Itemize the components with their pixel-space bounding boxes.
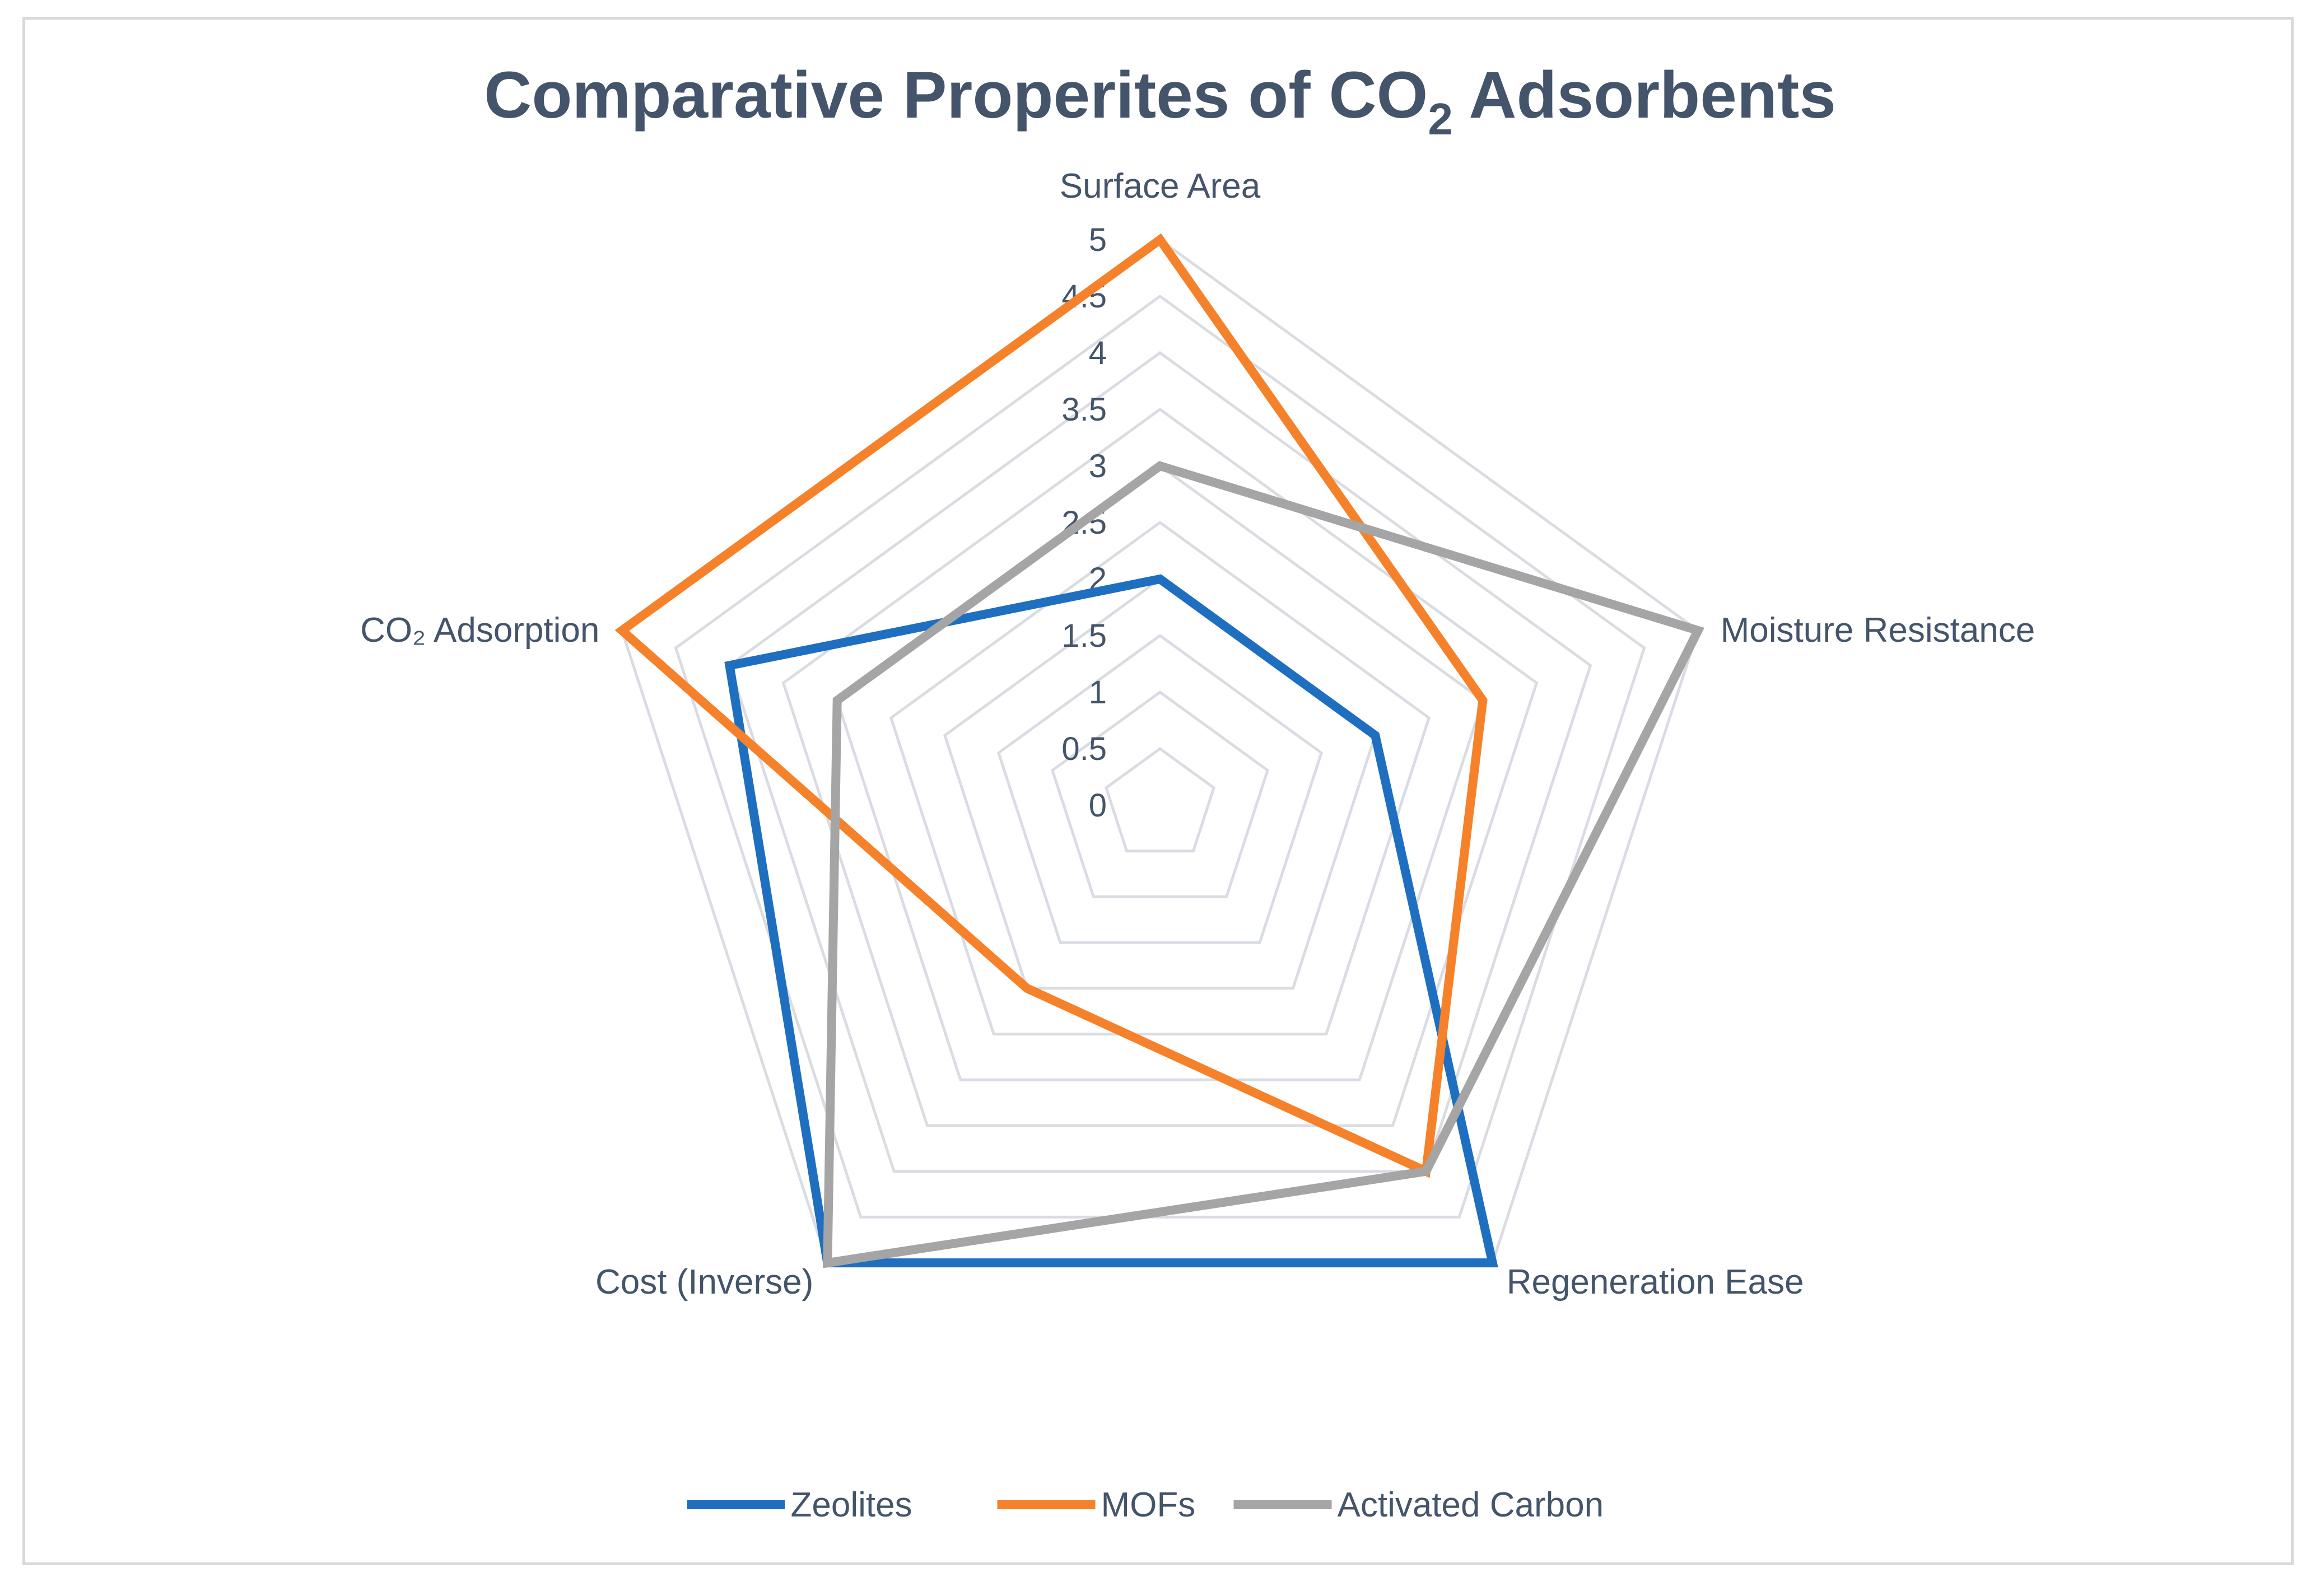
legend: Zeolites MOFs Activated Carbon — [687, 1486, 1604, 1524]
axis-label-0: Surface Area — [1060, 167, 1261, 206]
tick-label-1: 0.5 — [1061, 731, 1107, 767]
tick-label-0: 0 — [1089, 787, 1107, 824]
grid-ring-8 — [728, 351, 1592, 1173]
grid-ring-1 — [1104, 746, 1216, 853]
chart-title-suffix: Adsorbents — [1453, 58, 1836, 132]
tick-label-2: 1 — [1089, 674, 1107, 711]
tick-label-3: 1.5 — [1061, 618, 1107, 654]
tick-label-6: 3 — [1089, 448, 1107, 484]
series-activated-carbon — [823, 461, 1705, 1268]
axis-labels: Surface Area Moisture Resistance Regenerat… — [360, 167, 2035, 1301]
tick-label-7: 3.5 — [1061, 391, 1107, 428]
axis-label-3: Cost (Inverse) — [595, 1263, 813, 1301]
axis-label-2: Regeneration Ease — [1507, 1263, 1804, 1301]
series-layer — [614, 233, 1705, 1268]
grid-ring-3 — [996, 633, 1324, 944]
grid-ring-2 — [1050, 690, 1270, 898]
chart-frame — [22, 17, 2294, 1565]
tick-label-10: 5 — [1089, 222, 1107, 258]
axis-label-4: CO₂ Adsorption — [360, 611, 599, 650]
chart-title-subscript: 2 — [1428, 94, 1453, 144]
chart-title: Comparative Properites of CO2 Adsorbents — [484, 58, 1836, 144]
series-mofs — [614, 233, 1488, 1178]
series-zeolites — [724, 574, 1498, 1268]
legend-label-mofs: MOFs — [1101, 1486, 1196, 1524]
legend-label-zeolites: Zeolites — [791, 1486, 912, 1524]
grid-ring-10 — [620, 237, 1700, 1264]
axis-label-1: Moisture Resistance — [1721, 611, 2035, 650]
grid-ring-7 — [781, 407, 1539, 1127]
legend-label-activated-carbon: Activated Carbon — [1338, 1486, 1604, 1524]
radar-grid — [620, 237, 1700, 1264]
tick-label-8: 4 — [1089, 335, 1107, 371]
grid-ring-5 — [889, 520, 1431, 1036]
chart-title-main: Comparative Properites of CO — [484, 58, 1428, 132]
